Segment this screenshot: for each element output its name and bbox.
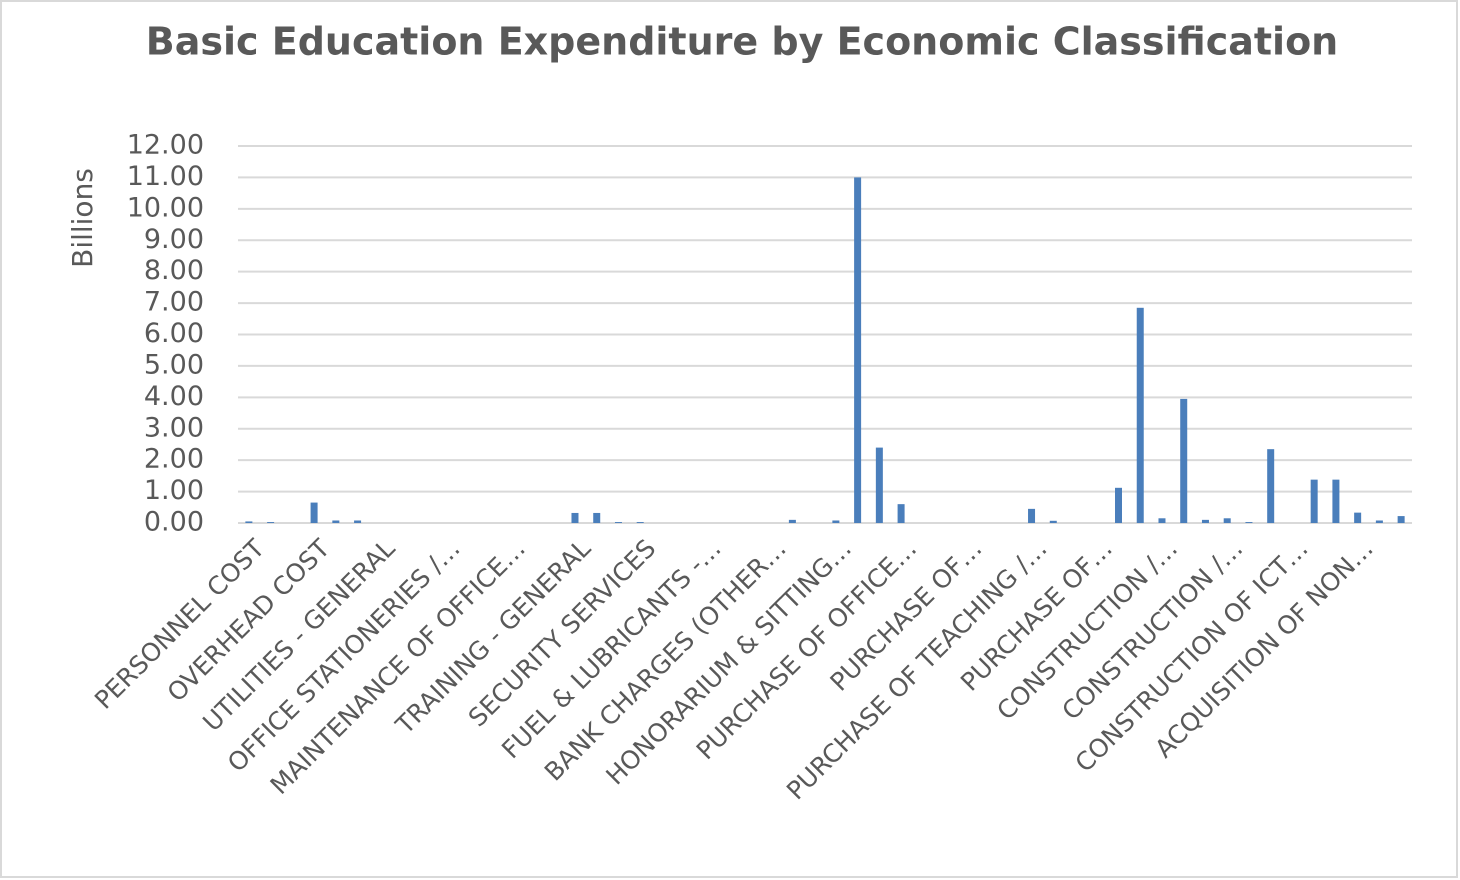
y-tick-label: 9.00	[144, 224, 204, 255]
bar	[636, 522, 644, 523]
bar	[1310, 479, 1318, 523]
bar	[788, 519, 796, 523]
bar	[267, 522, 275, 523]
bar	[614, 522, 622, 523]
bar	[1354, 512, 1362, 523]
y-tick-label: 5.00	[144, 349, 204, 380]
bar	[1136, 307, 1144, 523]
bar	[1375, 520, 1383, 523]
y-tick-label: 8.00	[144, 255, 204, 286]
chart-title: Basic Education Expenditure by Economic …	[146, 20, 1338, 64]
y-tick-label: 4.00	[144, 381, 204, 412]
bar	[1115, 487, 1122, 523]
y-tick-label: 12.00	[127, 130, 204, 161]
bar	[1028, 508, 1036, 523]
bar	[1267, 449, 1275, 523]
y-tick-label: 0.00	[144, 507, 204, 538]
y-tick-label: 11.00	[127, 161, 204, 192]
bar	[1158, 518, 1166, 523]
bar	[593, 512, 601, 523]
bar	[1332, 479, 1340, 523]
bar	[1245, 522, 1253, 523]
bar	[1180, 398, 1188, 523]
y-tick-label: 6.00	[144, 318, 204, 349]
y-axis-label: Billions	[66, 168, 99, 268]
bar	[1049, 520, 1057, 523]
bar	[875, 447, 883, 523]
bar	[832, 520, 840, 523]
y-tick-label: 7.00	[144, 287, 204, 318]
bar	[1397, 516, 1405, 523]
y-tick-label: 1.00	[144, 475, 204, 506]
bar	[332, 520, 340, 523]
y-tick-label: 2.00	[144, 444, 204, 475]
bar	[571, 512, 579, 523]
bar	[245, 521, 253, 523]
y-tick-label: 10.00	[127, 192, 204, 223]
bar	[354, 520, 362, 523]
bar	[1201, 519, 1209, 523]
y-tick-label: 3.00	[144, 412, 204, 443]
bar	[897, 504, 905, 523]
bar	[1223, 518, 1231, 523]
bar	[854, 177, 862, 523]
bar	[310, 502, 318, 523]
